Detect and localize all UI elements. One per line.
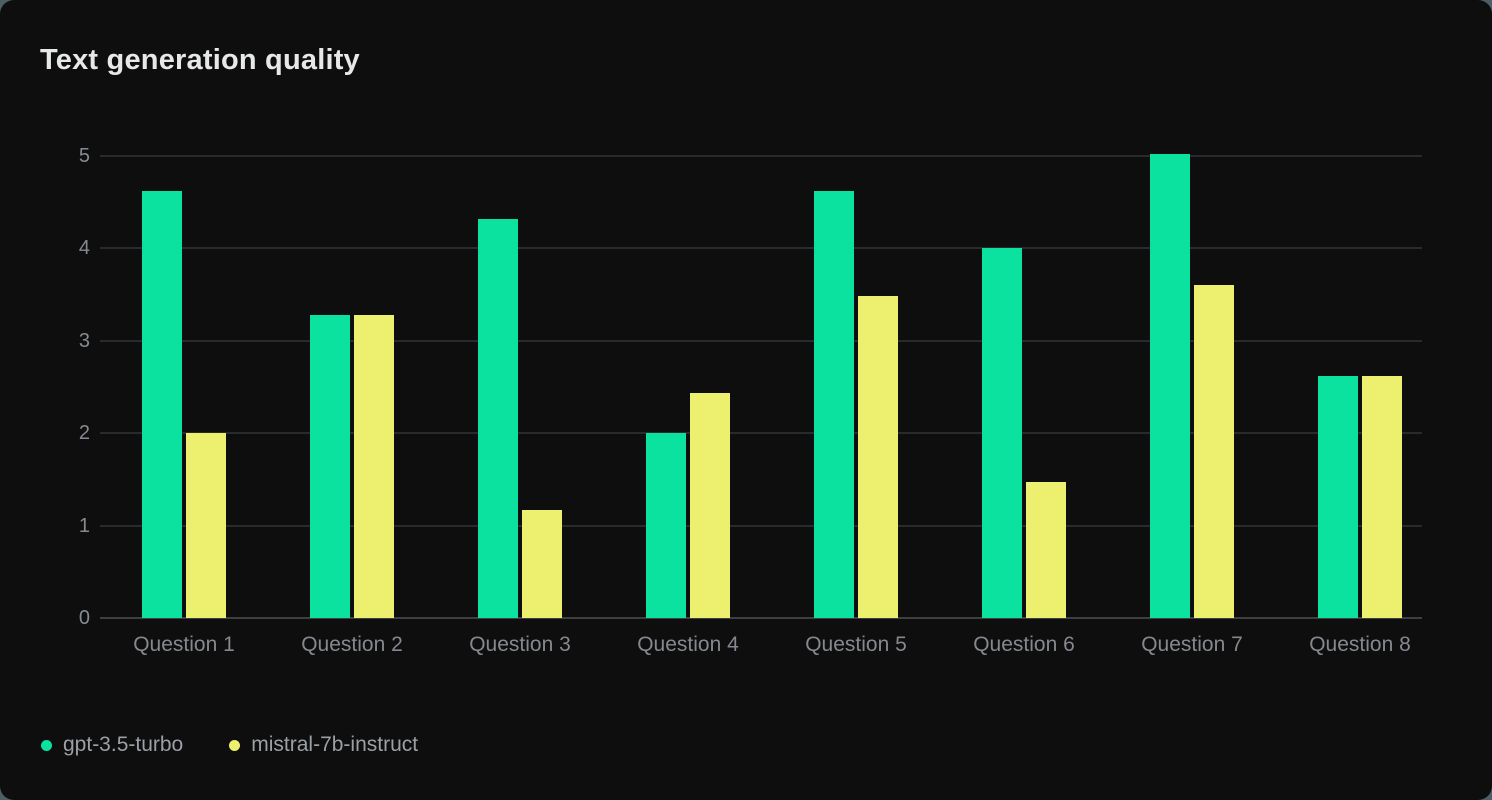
- bar-mistral-7b-instruct[interactable]: [858, 295, 898, 618]
- bar-group: [1276, 156, 1444, 618]
- gridline: [100, 155, 1422, 157]
- x-axis-label: Question 6: [973, 633, 1075, 656]
- y-tick-label: 5: [78, 145, 90, 167]
- x-axis-baseline: [100, 617, 1422, 619]
- bar-group: [268, 156, 436, 618]
- bar-gpt-3.5-turbo[interactable]: [1318, 375, 1358, 618]
- y-tick-label: 0: [78, 607, 90, 629]
- x-axis-label: Question 3: [469, 633, 571, 656]
- bar-gpt-3.5-turbo[interactable]: [814, 191, 854, 618]
- x-axis-label: Question 5: [805, 633, 907, 656]
- bar-gpt-3.5-turbo[interactable]: [478, 218, 518, 618]
- bar-mistral-7b-instruct[interactable]: [1194, 285, 1234, 618]
- bar-mistral-7b-instruct[interactable]: [1362, 375, 1402, 618]
- plot-area: 0 1 2 3 4 5 Question 1 Question 2 Question 3 Que…: [79, 146, 1444, 656]
- legend-dot-icon: [229, 739, 241, 751]
- y-tick-label: 4: [78, 237, 90, 260]
- legend-item-gpt-3.5-turbo[interactable]: gpt-3.5-turbo: [41, 733, 183, 757]
- bar-mistral-7b-instruct[interactable]: [186, 433, 226, 618]
- x-axis-label: Question 8: [1309, 633, 1411, 656]
- bar-gpt-3.5-turbo[interactable]: [310, 314, 350, 618]
- gridline: [100, 432, 1422, 435]
- gridline: [100, 339, 1422, 342]
- chart-title: Text generation quality: [40, 44, 360, 76]
- bar-group: [436, 156, 604, 618]
- bar-gpt-3.5-turbo[interactable]: [1150, 154, 1190, 618]
- x-axis-labels: Question 1 Question 2 Question 3 Question 4…: [100, 632, 1444, 660]
- legend-dot-icon: [41, 739, 52, 751]
- bar-mistral-7b-instruct[interactable]: [354, 314, 394, 618]
- y-tick-label: 1: [78, 514, 90, 537]
- legend-item-mistral-7b-instruct[interactable]: mistral-7b-instruct: [229, 733, 418, 757]
- bar-gpt-3.5-turbo[interactable]: [142, 191, 182, 618]
- legend-label: gpt-3.5-turbo: [63, 733, 184, 756]
- bar-group: [604, 156, 772, 618]
- bar-group: [100, 156, 268, 618]
- x-axis-label: Question 4: [637, 633, 739, 656]
- legend: gpt-3.5-turbo mistral-7b-instruct: [41, 733, 418, 757]
- y-tick-label: 3: [78, 329, 90, 352]
- legend-label: mistral-7b-instruct: [251, 733, 419, 756]
- gridline: [100, 524, 1422, 527]
- bar-group: [940, 156, 1108, 618]
- x-axis-label: Question 1: [133, 633, 235, 656]
- gridline: [100, 247, 1422, 250]
- bar-gpt-3.5-turbo[interactable]: [646, 433, 686, 618]
- bar-group: [1108, 154, 1276, 618]
- bar-mistral-7b-instruct[interactable]: [690, 393, 730, 618]
- y-tick-label: 2: [78, 422, 90, 445]
- bar-groups: [100, 154, 1444, 618]
- bar-group: [772, 156, 940, 618]
- bar-mistral-7b-instruct[interactable]: [522, 509, 562, 618]
- x-axis-label: Question 7: [1141, 633, 1243, 656]
- bar-mistral-7b-instruct[interactable]: [1026, 482, 1066, 618]
- x-axis-label: Question 2: [301, 633, 403, 656]
- bar-gpt-3.5-turbo[interactable]: [982, 248, 1022, 618]
